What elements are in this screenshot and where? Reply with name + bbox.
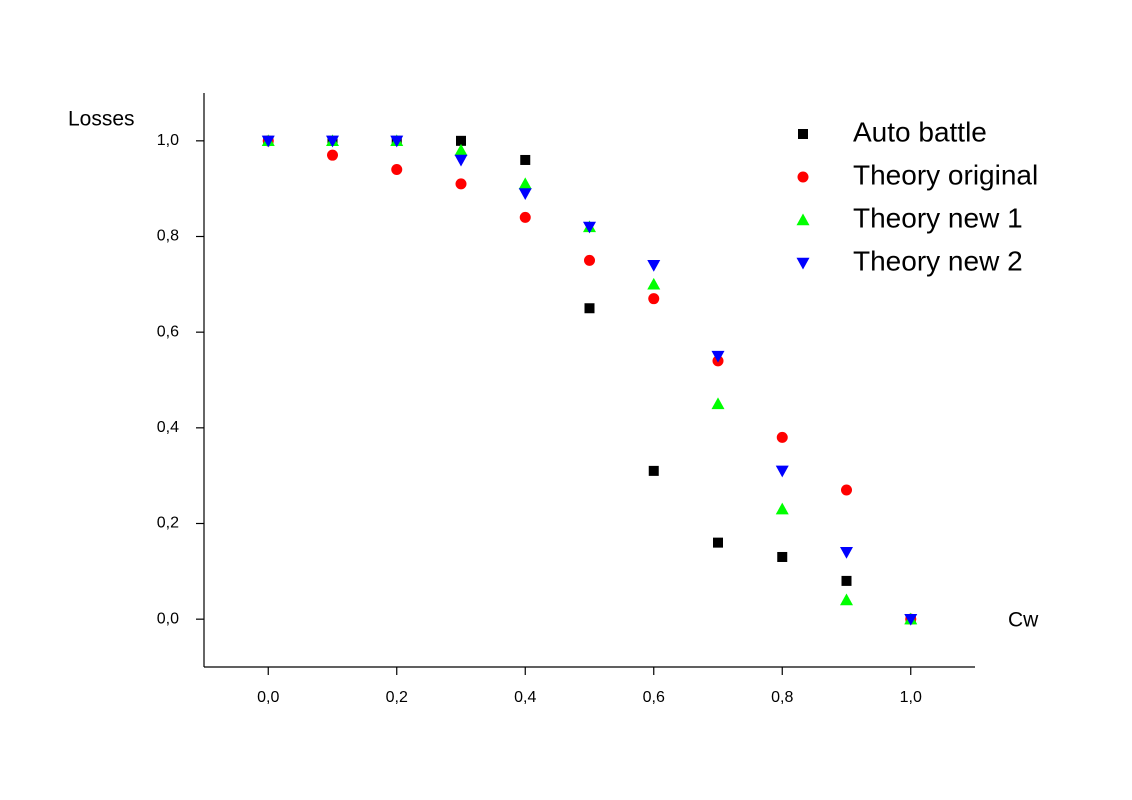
x-tick-label: 0,2: [386, 689, 408, 706]
point: [775, 502, 789, 515]
point: [647, 277, 661, 290]
point: [904, 613, 918, 626]
legend-label: Theory original: [853, 159, 1038, 190]
point: [647, 260, 661, 272]
point: [711, 350, 725, 363]
legend-label: Theory new 2: [853, 245, 1023, 276]
legend-label: Auto battle: [853, 116, 987, 147]
point: [648, 293, 660, 305]
point: [776, 431, 788, 443]
point: [520, 154, 531, 165]
point: [390, 135, 404, 148]
point: [775, 465, 789, 478]
point: [455, 178, 467, 190]
point: [519, 211, 531, 223]
y-tick-label: 0,4: [157, 419, 179, 436]
x-tick-label: 0,6: [643, 689, 665, 706]
y-tick-label: 0,2: [157, 515, 179, 532]
point: [777, 551, 788, 562]
point: [454, 143, 468, 156]
point: [584, 254, 595, 266]
point: [840, 547, 853, 559]
point: [840, 593, 853, 606]
point: [326, 135, 339, 148]
point: [261, 135, 275, 148]
point: [583, 221, 596, 234]
y-axis-label: Losses: [68, 108, 135, 131]
x-tick-label: 1,0: [900, 689, 922, 706]
point: [648, 465, 659, 476]
legend-marker: [797, 171, 809, 183]
x-tick-label: 0,8: [771, 689, 793, 706]
point: [713, 537, 723, 548]
x-tick-label: 0,4: [514, 689, 536, 706]
y-tick-label: 1,0: [157, 132, 179, 149]
y-tick-label: 0,0: [157, 610, 179, 627]
point: [454, 154, 468, 167]
point: [841, 575, 852, 586]
legend-marker: [798, 129, 808, 139]
point: [518, 177, 532, 190]
legend-marker: [796, 257, 810, 270]
legend-marker: [796, 213, 810, 226]
x-tick-label: 0,0: [257, 689, 279, 706]
point: [327, 149, 338, 161]
point: [711, 397, 725, 410]
legend-label: Theory new 1: [853, 202, 1023, 233]
y-tick-label: 0,6: [157, 323, 179, 340]
y-tick-label: 0,8: [157, 228, 179, 245]
point: [456, 135, 466, 146]
point: [584, 303, 595, 314]
x-axis-label: Cw: [1008, 609, 1039, 632]
point: [841, 484, 852, 496]
point: [391, 164, 403, 176]
point: [518, 188, 532, 200]
